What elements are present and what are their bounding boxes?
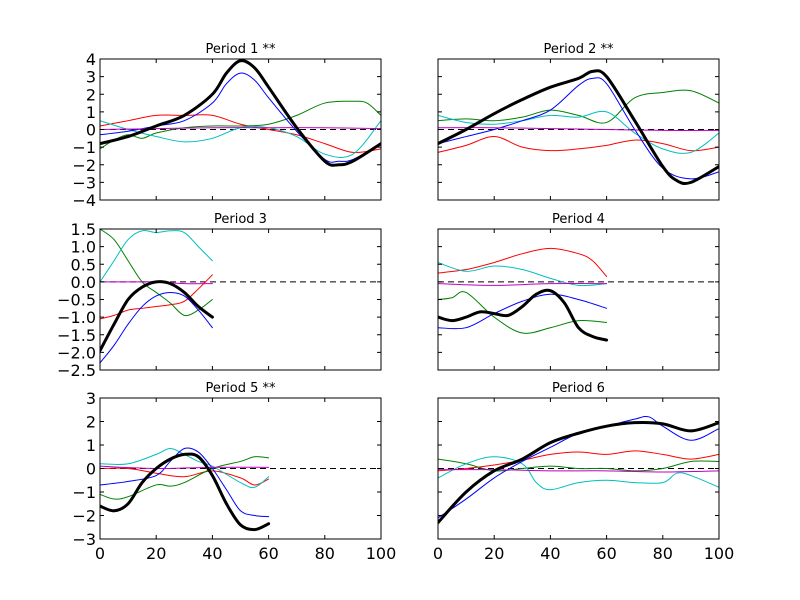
panel-3: −2.5−2.0−1.5−1.0−0.50.00.51.01.5 Period 3 [57, 212, 382, 380]
series-line-6 [100, 280, 214, 353]
y-tick-label: −2 [72, 156, 96, 175]
series-line-5 [438, 283, 608, 286]
series-line-6 [100, 59, 381, 167]
x-tick-label: 20 [146, 544, 166, 563]
panel-title: Period 5 ** [205, 381, 276, 396]
series-group [100, 59, 381, 167]
panel-title: Period 3 [214, 212, 267, 227]
series-line-5 [438, 469, 719, 473]
y-tick-label: 1 [86, 436, 96, 455]
y-tick-label: −1 [72, 483, 96, 502]
panel-4: Period 4 [437, 212, 720, 371]
series-line-6 [100, 452, 271, 532]
series-line-2 [438, 291, 608, 334]
series-line-1 [100, 467, 270, 486]
series-line-1 [100, 114, 381, 154]
series-line-4 [100, 291, 213, 364]
panel-title: Period 2 ** [543, 42, 614, 57]
series-line-6 [438, 288, 609, 342]
y-tick-label: 0.0 [71, 273, 96, 292]
y-tick-label: 0.5 [71, 255, 96, 274]
x-tick-label: 100 [704, 544, 735, 563]
series-line-2 [100, 456, 270, 500]
series-line-1 [438, 247, 608, 278]
panel-2: Period 2 ** [437, 42, 720, 201]
panel-title: Period 6 [552, 381, 605, 396]
x-tick-label: 80 [315, 544, 335, 563]
y-tick-label: 0 [86, 460, 96, 479]
y-tick-label: 1 [86, 103, 96, 122]
y-tick-label: 0 [86, 121, 96, 140]
x-tick-label: 0 [95, 544, 105, 563]
x-tick-label: 80 [653, 544, 673, 563]
y-tick-label: 2 [86, 85, 96, 104]
y-tick-label: 3 [86, 389, 96, 408]
series-line-1 [438, 450, 719, 472]
y-tick-label: −4 [72, 191, 96, 210]
series-line-5 [438, 127, 719, 131]
series-line-6 [438, 421, 719, 525]
series-group [100, 229, 214, 364]
series-line-5 [100, 465, 270, 470]
y-tick-label: −2 [72, 507, 96, 526]
series-group [100, 447, 271, 532]
y-tick-label: −1.0 [57, 308, 96, 327]
series-line-4 [100, 447, 270, 518]
y-tick-label: 1.5 [71, 220, 96, 239]
series-line-3 [438, 110, 719, 154]
panel-5: −3 −2 −1 0 1 2 3 0 20 40 60 80 100 Period 5 ** [72, 381, 396, 563]
series-line-3 [100, 448, 270, 489]
x-tick-label: 40 [540, 544, 560, 563]
y-tick-label: 1.0 [71, 238, 96, 257]
series-line-3 [438, 261, 608, 287]
y-tick-label: −1.5 [57, 326, 96, 345]
x-tick-label: 100 [366, 544, 397, 563]
y-tick-label: −2.5 [57, 361, 96, 380]
y-tick-label: −2.0 [57, 343, 96, 362]
panel-title: Period 1 ** [205, 42, 276, 57]
series-line-4 [438, 293, 608, 330]
series-group [438, 69, 719, 186]
panel-title: Period 4 [552, 212, 605, 227]
x-tick-label: 60 [596, 544, 616, 563]
x-tick-label: 40 [202, 544, 222, 563]
y-tick-label: 2 [86, 413, 96, 432]
x-tick-label: 0 [433, 544, 443, 563]
panel-6: 0 20 40 60 80 100 Period 6 [433, 381, 734, 563]
x-tick-label: 60 [258, 544, 278, 563]
series-line-2 [100, 229, 213, 317]
x-tick-label: 20 [484, 544, 504, 563]
y-tick-label: 3 [86, 68, 96, 87]
plot-area [100, 229, 381, 370]
y-tick-label: 4 [86, 50, 96, 69]
series-line-6 [438, 69, 719, 186]
y-tick-label: −3 [72, 530, 96, 549]
series-line-1 [438, 136, 719, 153]
series-line-3 [438, 456, 719, 491]
series-group [438, 415, 719, 525]
series-line-2 [438, 89, 719, 124]
y-tick-label: −0.5 [57, 291, 96, 310]
y-tick-label: −1 [72, 138, 96, 157]
series-group [438, 247, 609, 342]
y-tick-label: −3 [72, 173, 96, 192]
